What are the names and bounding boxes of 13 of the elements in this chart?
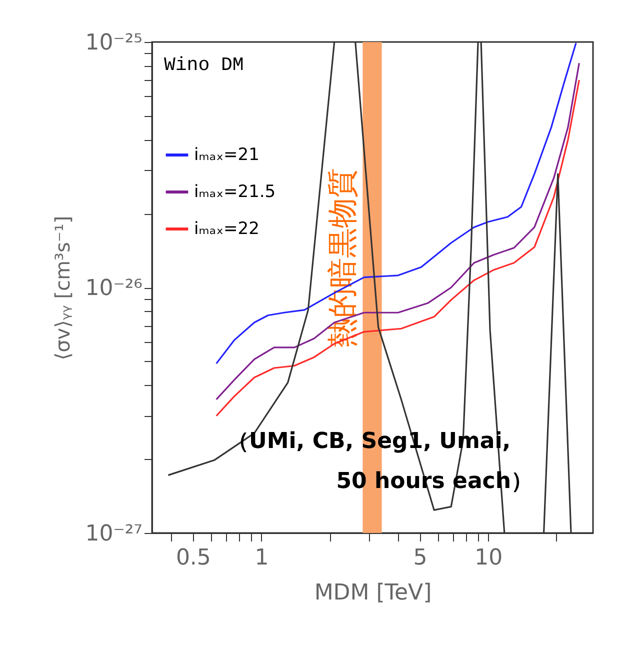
legend-label: iₘₐₓ=21	[194, 145, 260, 165]
x-axis-title: MDM [TeV]	[314, 580, 432, 606]
x-tick-label: 0.5	[176, 546, 211, 570]
y-tick-label: 10⁻²⁶	[85, 276, 143, 301]
y-axis-title: ⟨σv⟩ᵧᵧ [cm³s⁻¹]	[50, 216, 74, 360]
annotation: Wino DM	[164, 54, 244, 76]
legend-label: iₘₐₓ=22	[194, 219, 260, 239]
x-tick-label: 10	[474, 546, 503, 570]
y-tick-label: 10⁻²⁵	[85, 30, 142, 56]
legend-label: iₘₐₓ=21.5	[194, 182, 276, 202]
x-tick-label: 5	[413, 546, 428, 570]
x-tick-label: 1	[254, 546, 269, 570]
y-tick-label: 10⁻²⁷	[85, 522, 142, 546]
